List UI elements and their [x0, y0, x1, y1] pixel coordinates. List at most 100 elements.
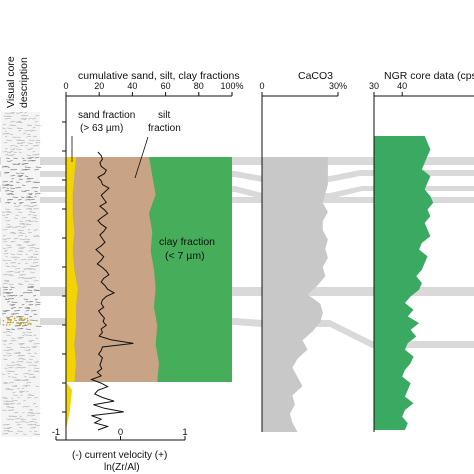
core-texture-mark [11, 337, 16, 339]
core-texture-mark [24, 175, 29, 177]
core-texture-mark [26, 178, 30, 180]
core-texture-mark [18, 232, 22, 234]
core-texture-mark [20, 418, 24, 420]
core-texture-mark [8, 388, 14, 390]
core-texture-mark [33, 259, 40, 261]
core-texture-mark [35, 115, 40, 117]
core-texture-mark [35, 301, 41, 303]
core-grain-dot [36, 319, 38, 322]
core-texture-mark [29, 316, 32, 318]
core-grain-dot [19, 323, 21, 325]
core-texture-mark [26, 244, 32, 246]
core-texture-mark [31, 418, 37, 420]
zr-al-xlabel-2: ln(Zr/Al) [104, 462, 140, 473]
core-texture-mark [15, 352, 21, 354]
core-texture-mark [24, 268, 30, 270]
core-texture-mark [32, 151, 36, 153]
core-texture-mark [6, 160, 11, 162]
core-texture-mark [27, 259, 33, 261]
core-texture-mark [27, 157, 32, 159]
core-texture-mark [28, 283, 35, 285]
core-texture-mark [35, 208, 39, 210]
core-texture-mark [26, 382, 31, 384]
core-texture-mark [23, 298, 29, 300]
core-texture-mark [29, 247, 35, 249]
core-texture-mark [2, 127, 6, 129]
core-texture-mark [15, 214, 19, 216]
core-grain-dot [13, 317, 16, 320]
core-texture-mark [6, 265, 10, 267]
core-texture-mark [8, 370, 14, 372]
core-texture-mark [6, 223, 11, 225]
caco3-tick-label: 30% [329, 81, 347, 91]
core-grain-dot [8, 323, 11, 326]
core-grain-dot [12, 321, 14, 324]
core-grain-dot [27, 320, 29, 322]
core-texture-mark [28, 349, 31, 351]
core-texture-mark [17, 142, 23, 144]
core-texture-mark [2, 184, 9, 186]
core-texture-mark [18, 205, 21, 207]
core-texture-mark [35, 385, 39, 387]
caco3-title: CaCO3 [298, 70, 333, 82]
core-texture-mark [10, 340, 14, 342]
core-texture-mark [25, 334, 31, 336]
core-texture-mark [16, 325, 22, 327]
core-texture-mark [2, 181, 8, 183]
core-texture-mark [12, 340, 17, 342]
core-texture-mark [16, 136, 21, 138]
core-texture-mark [3, 382, 8, 384]
core-texture-mark [35, 229, 38, 231]
core-texture-mark [11, 364, 15, 366]
core-texture-mark [32, 145, 38, 147]
core-texture-mark [2, 235, 6, 237]
core-texture-mark [10, 160, 13, 162]
core-texture-mark [2, 358, 7, 360]
core-texture-mark [7, 427, 13, 429]
core-texture-mark [26, 391, 29, 393]
core-texture-mark [10, 367, 14, 369]
core-texture-mark [27, 148, 32, 150]
core-texture-mark [3, 253, 9, 255]
core-texture-mark [2, 355, 7, 357]
core-texture-mark [18, 352, 21, 354]
core-texture-mark [12, 394, 18, 396]
core-texture-mark [12, 313, 15, 315]
core-texture-mark [27, 205, 34, 207]
core-title-line2: description [18, 57, 30, 108]
core-texture-mark [11, 409, 14, 411]
core-texture-mark [15, 226, 22, 228]
core-texture-mark [24, 313, 29, 315]
core-texture-mark [30, 277, 37, 279]
clay-label-2: (< 7 µm) [165, 250, 205, 262]
core-texture-mark [30, 409, 33, 411]
core-texture-mark [29, 394, 35, 396]
core-texture-mark [29, 319, 36, 321]
core-texture-mark [5, 172, 10, 174]
core-texture-mark [2, 214, 6, 216]
core-texture-mark [33, 367, 40, 369]
sand-label-2: (> 63 µm) [80, 123, 123, 134]
core-texture-mark [1, 373, 6, 375]
core-texture-mark [31, 427, 37, 429]
grain-tick-label: 20 [94, 81, 104, 91]
core-texture-mark [12, 136, 15, 138]
core-texture-mark [19, 274, 23, 276]
core-texture-mark [10, 148, 15, 150]
core-texture-mark [18, 151, 22, 153]
core-texture-mark [5, 208, 10, 210]
core-texture-mark [13, 352, 19, 354]
core-texture-mark [13, 151, 17, 153]
core-texture-mark [5, 238, 11, 240]
core-texture-mark [2, 331, 6, 333]
core-texture-mark [24, 277, 28, 279]
core-texture-mark [34, 304, 41, 306]
core-texture-mark [2, 241, 8, 243]
core-texture-mark [5, 433, 9, 435]
core-texture-mark [19, 250, 22, 252]
core-texture-mark [24, 349, 30, 351]
core-texture-mark [35, 166, 42, 168]
core-texture-mark [27, 277, 32, 279]
core-grain-dot [24, 318, 26, 320]
